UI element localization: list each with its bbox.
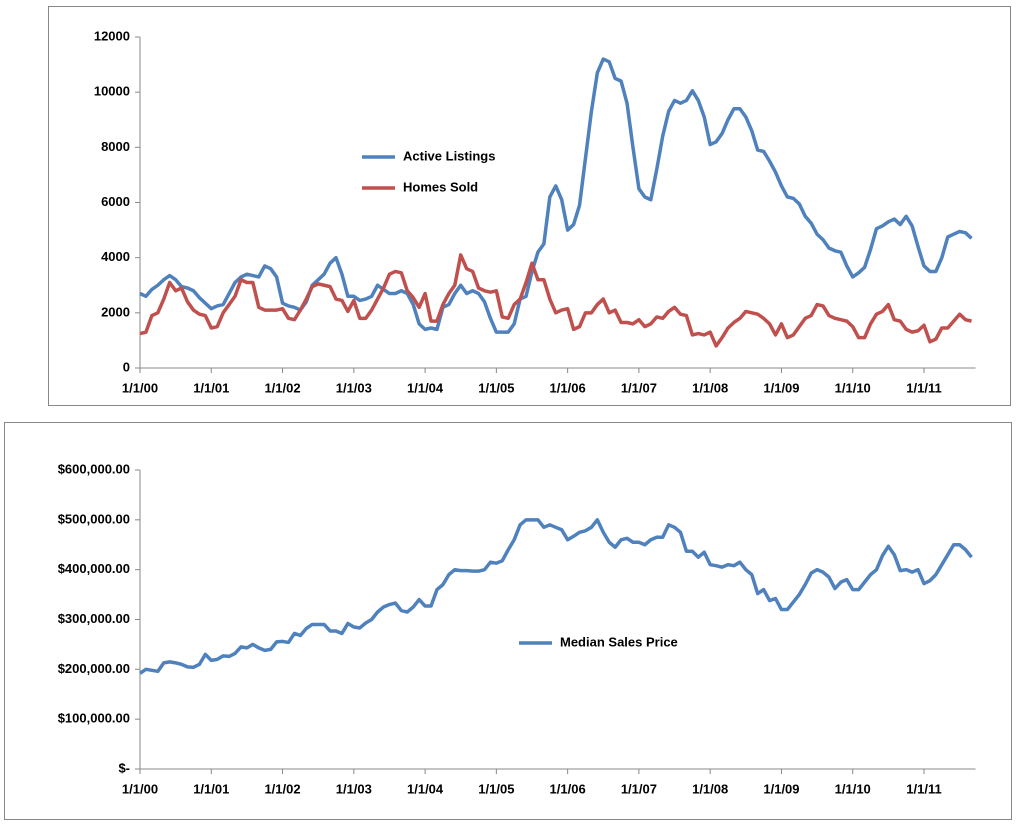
x-tick-label: 1/1/00 bbox=[122, 380, 158, 395]
x-tick-label: 1/1/07 bbox=[621, 380, 657, 395]
x-tick-label: 1/1/02 bbox=[264, 380, 300, 395]
y-tick-label: 8000 bbox=[101, 139, 130, 154]
y-tick-label: $500,000.00 bbox=[58, 511, 130, 526]
y-tick-label: 12000 bbox=[94, 28, 130, 43]
y-tick-label: 6000 bbox=[101, 194, 130, 209]
x-tick-label: 1/1/11 bbox=[906, 781, 941, 796]
x-tick-label: 1/1/04 bbox=[407, 781, 444, 796]
x-tick-label: 1/1/10 bbox=[835, 380, 871, 395]
y-tick-label: 10000 bbox=[94, 84, 130, 99]
y-tick-label: 4000 bbox=[101, 249, 130, 264]
x-tick-label: 1/1/06 bbox=[550, 781, 586, 796]
x-tick-label: 1/1/01 bbox=[193, 781, 229, 796]
chart-frame bbox=[4, 422, 1012, 820]
y-tick-label: 2000 bbox=[101, 304, 130, 319]
x-tick-label: 1/1/05 bbox=[478, 380, 514, 395]
x-tick-label: 1/1/01 bbox=[193, 380, 229, 395]
y-tick-label: $100,000.00 bbox=[58, 711, 130, 726]
x-tick-label: 1/1/08 bbox=[692, 781, 728, 796]
chart-frame bbox=[48, 6, 1011, 406]
y-tick-label: $600,000.00 bbox=[58, 461, 130, 476]
x-tick-label: 1/1/06 bbox=[550, 380, 586, 395]
x-tick-label: 1/1/00 bbox=[122, 781, 158, 796]
series-line bbox=[139, 57, 973, 334]
legend-label: Active Listings bbox=[403, 148, 495, 163]
x-tick-label: 1/1/02 bbox=[264, 781, 300, 796]
series-line bbox=[139, 518, 973, 675]
x-tick-label: 1/1/09 bbox=[763, 781, 799, 796]
x-tick-label: 1/1/07 bbox=[621, 781, 657, 796]
y-tick-label: $200,000.00 bbox=[58, 661, 130, 676]
y-tick-label: $- bbox=[118, 760, 130, 775]
y-tick-label: 0 bbox=[123, 359, 130, 374]
x-tick-label: 1/1/08 bbox=[692, 380, 728, 395]
series-line bbox=[139, 253, 972, 348]
x-tick-label: 1/1/04 bbox=[407, 380, 444, 395]
y-tick-label: $300,000.00 bbox=[58, 611, 130, 626]
y-tick-label: $400,000.00 bbox=[58, 561, 130, 576]
x-tick-label: 1/1/10 bbox=[835, 781, 871, 796]
x-tick-label: 1/1/05 bbox=[478, 781, 514, 796]
legend-label: Homes Sold bbox=[403, 179, 478, 194]
x-tick-label: 1/1/03 bbox=[336, 380, 372, 395]
legend-label: Median Sales Price bbox=[560, 634, 678, 649]
x-tick-label: 1/1/09 bbox=[763, 380, 799, 395]
x-tick-label: 1/1/03 bbox=[336, 781, 372, 796]
x-tick-label: 1/1/11 bbox=[906, 380, 941, 395]
